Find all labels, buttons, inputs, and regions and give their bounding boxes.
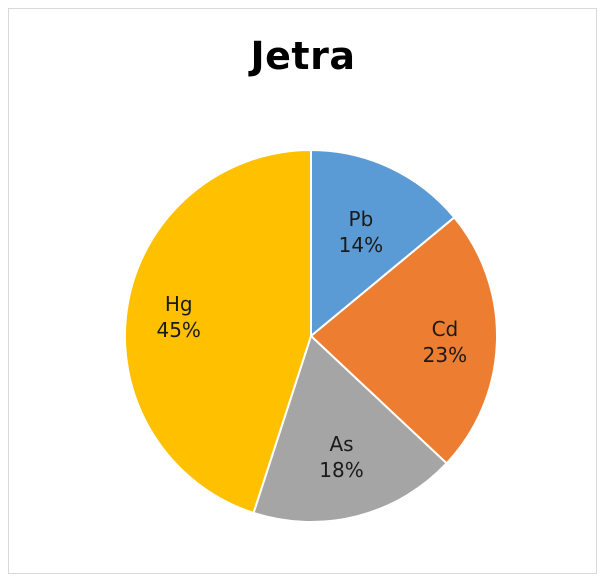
slice-value-hg: 45% — [156, 318, 200, 342]
pie-slice-hg — [123, 148, 312, 515]
slice-label-cd: Cd — [432, 317, 459, 341]
slice-value-pb: 14% — [339, 233, 383, 257]
slice-value-as: 18% — [319, 458, 363, 482]
chart-title: Jetra — [250, 34, 356, 78]
pie-slices — [123, 148, 498, 523]
pie-slice-as — [252, 334, 449, 523]
pie-slice-pb — [310, 148, 456, 339]
slice-label-hg: Hg — [165, 292, 193, 316]
slice-label-as: As — [329, 432, 353, 456]
pie-slice-cd — [309, 216, 498, 465]
slice-value-cd: 23% — [423, 343, 467, 367]
slice-label-pb: Pb — [349, 207, 374, 231]
